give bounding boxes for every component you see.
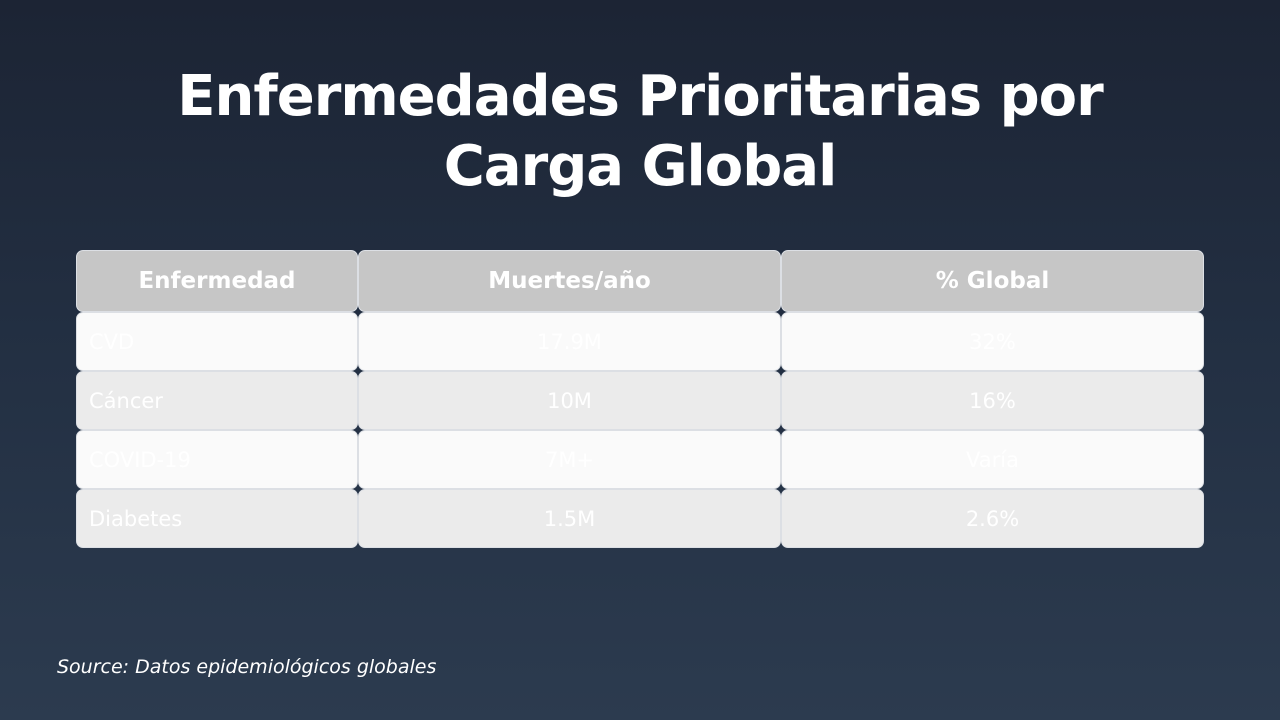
table-row-4-percent: 2.6% — [781, 489, 1204, 548]
source-note: Source: Datos epidemiológicos globales — [57, 656, 437, 678]
table-row-1-percent: 32% — [781, 312, 1204, 371]
table-row-3-disease: COVID-19 — [76, 430, 358, 489]
table-row-4-disease: Diabetes — [76, 489, 358, 548]
table-row-3-percent: Varía — [781, 430, 1204, 489]
header-muertes: Muertes/año — [358, 250, 781, 312]
table-row-4-deaths: 1.5M — [358, 489, 781, 548]
header-global: % Global — [781, 250, 1204, 312]
table-row-2-disease: Cáncer — [76, 371, 358, 430]
header-enfermedad: Enfermedad — [76, 250, 358, 312]
table-row-2-deaths: 10M — [358, 371, 781, 430]
table-row-1-deaths: 17.9M — [358, 312, 781, 371]
table-row-1-disease: CVD — [76, 312, 358, 371]
disease-table: Enfermedad Muertes/año % Global CVD 17.9… — [76, 250, 1204, 548]
table-row-2-percent: 16% — [781, 371, 1204, 430]
slide-title: Enfermedades Prioritarias por Carga Glob… — [177, 64, 1104, 199]
table-row-3-deaths: 7M+ — [358, 430, 781, 489]
